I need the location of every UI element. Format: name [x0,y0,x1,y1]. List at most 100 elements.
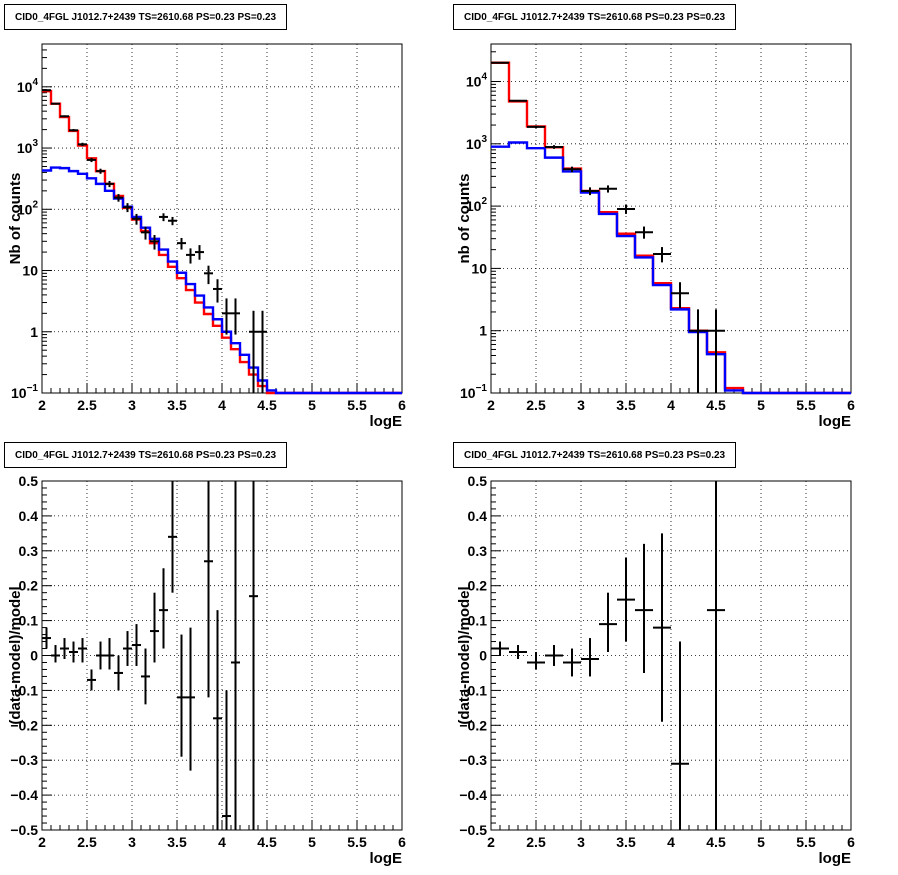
data-point [60,638,69,659]
data-point [168,481,177,593]
data-point [159,568,168,649]
x-tick-label: 5 [757,397,765,413]
x-tick-label: 4 [667,834,675,850]
data-point [177,237,186,250]
data-point [114,655,123,691]
y-tick-label: 0.1 [19,613,39,629]
data-point [168,216,177,226]
y-tick-base: 0.5 [19,473,39,489]
data-point [545,145,563,149]
y-tick-exponent: 4 [481,72,487,83]
y-tick-base: 10 [22,263,38,279]
x-axis: 2 2.5 3 3.5 4 4.5 5 5.5 6 [487,820,855,850]
data-point [78,638,87,663]
y-tick-base: 0.4 [19,508,39,524]
y-tick-base: 0.5 [468,473,488,489]
y-tick-base: 10 [17,140,33,156]
x-tick-label: 5.5 [796,834,816,850]
data-point [671,282,689,309]
y-tick-label: 0.3 [468,543,488,559]
y-tick-base: −0.3 [459,752,487,768]
data-point [599,185,617,193]
y-tick-base: 0.1 [19,613,39,629]
y-tick-label: 103 [466,134,488,152]
y-tick-label: −0.5 [10,822,38,838]
y-tick-base: −0.5 [459,822,487,838]
x-tick-label: 4.5 [706,834,726,850]
data-point [186,248,195,264]
y-tick-label: 104 [466,72,488,90]
x-tick-label: 3 [128,397,136,413]
y-tick-base: −0.4 [10,787,38,803]
data-point [69,641,78,663]
y-tick-base: 10 [17,201,33,217]
y-axis-label: (data-model)/model [7,586,24,724]
data-point [123,203,132,213]
data-point [204,481,213,698]
x-tick-label: 5 [308,834,316,850]
plot-title: CID0_4FGL J1012.7+2439 TS=2610.68 PS=0.2… [4,4,288,30]
data-point [177,634,186,757]
y-tick-label: −0.3 [459,752,487,768]
data-point [617,557,635,642]
y-tick-label: −0.1 [10,682,38,698]
data-point [159,213,168,222]
x-tick-label: 4 [667,397,675,413]
x-tick-label: 4.5 [257,834,277,850]
data-point [213,279,222,303]
x-tick-label: 6 [847,397,855,413]
y-tick-base: −0.3 [10,752,38,768]
pad-residual-coarse: 2 2.5 3 3.5 4 4.5 5 5.5 6 logE −0.5 −0.4 −0.3 −0.2 −0.… [449,438,898,875]
y-tick-label: −0.2 [10,717,38,733]
y-tick-base: 10 [466,198,482,214]
x-tick-label: 6 [398,834,406,850]
y-tick-exponent: 4 [32,77,38,88]
x-tick-label: 2 [487,834,495,850]
x-tick-label: 3.5 [167,397,187,413]
y-tick-label: −0.4 [10,787,38,803]
y-tick-base: 0.2 [19,578,39,594]
x-tick-label: 4 [218,834,226,850]
x-axis: 2 2.5 3 3.5 4 4.5 5 5.5 6 [487,383,855,413]
y-tick-base: −0.2 [10,717,38,733]
data-point [707,481,725,830]
pad-residual-fine: 2 2.5 3 3.5 4 4.5 5 5.5 6 logE −0.5 −0.4 −0.3 −0.2 −0.… [0,438,449,875]
x-tick-label: 3.5 [616,834,636,850]
x-tick-label: 5 [757,834,765,850]
x-tick-label: 2.5 [526,834,546,850]
data-point [105,638,114,670]
plot-title: CID0_4FGL J1012.7+2439 TS=2610.68 PS=0.2… [453,442,737,468]
y-tick-label: 10−1 [11,383,38,401]
data-points [491,61,725,393]
data-point [150,592,159,663]
data-point [42,89,51,92]
data-point [132,624,141,666]
histogram-series-1 [42,166,402,395]
data-point [653,247,671,263]
y-tick-base: 0.2 [468,578,488,594]
data-point [635,226,653,239]
data-point [96,641,105,670]
x-axis-label: logE [370,413,403,430]
y-tick-label: 103 [17,138,39,156]
y-tick-label: 104 [17,77,39,95]
x-tick-label: 2.5 [77,834,97,850]
pad-counts-coarse: 2 2.5 3 3.5 4 4.5 5 5.5 6 logE 10−1 1 10 102 103 104 nb … [449,0,898,437]
y-tick-base: 10 [11,385,27,401]
y-tick-exponent: −1 [27,383,39,394]
chart-svg: 2 2.5 3 3.5 4 4.5 5 5.5 6logE10−1110102103104Nb … [7,43,406,430]
x-axis-label: logE [819,413,852,430]
plot-title: CID0_4FGL J1012.7+2439 TS=2610.68 PS=0.2… [4,442,288,468]
y-tick-exponent: 3 [481,134,487,145]
data-points [42,89,267,393]
x-axis: 2 2.5 3 3.5 4 4.5 5 5.5 6 [38,383,406,413]
y-tick-label: 0 [479,648,487,664]
y-tick-base: 10 [17,79,33,95]
y-tick-label: −0.1 [459,682,487,698]
pad-counts-fine: 2 2.5 3 3.5 4 4.5 5 5.5 6 logE 10−1 1 10 102 103 104 Nb … [0,0,449,437]
y-tick-label: 0.5 [468,473,488,489]
x-tick-label: 2 [38,397,46,413]
data-point [186,627,195,771]
y-axis-label: (data-model)/model [456,586,473,724]
data-point [78,142,87,146]
